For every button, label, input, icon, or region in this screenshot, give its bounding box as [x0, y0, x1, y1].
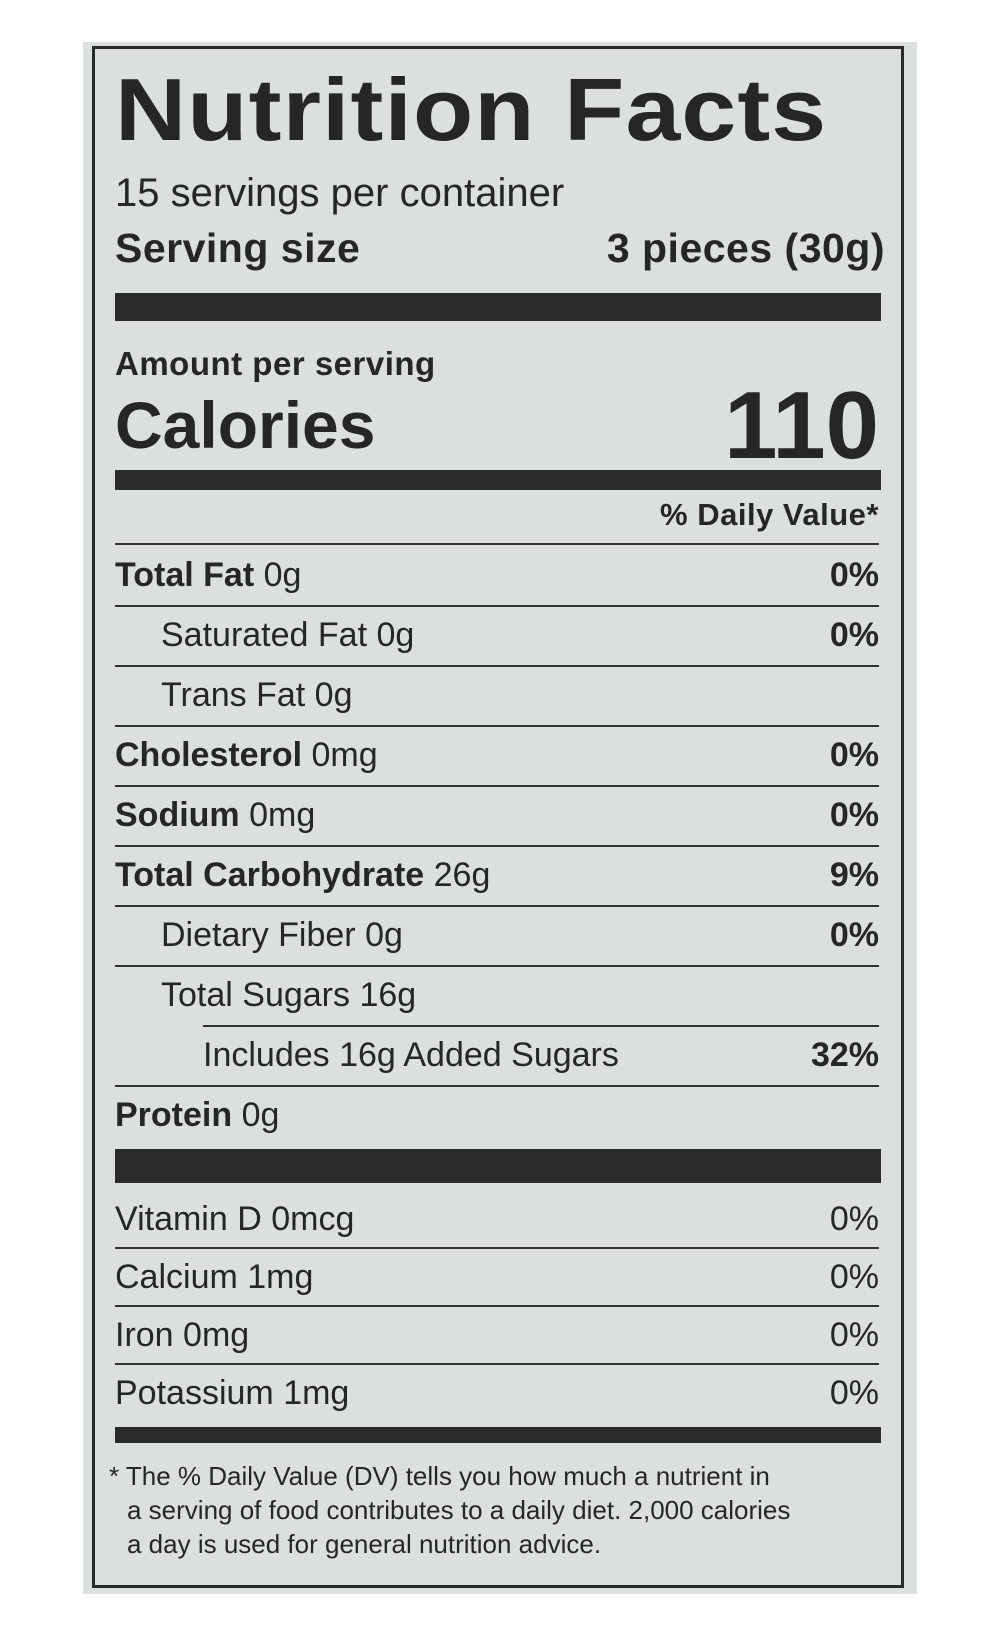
- vitamin-label: Iron: [115, 1315, 174, 1354]
- vitamin-row: Iron 0mg 0%: [115, 1305, 879, 1365]
- divider: [115, 1363, 879, 1365]
- thick-divider: [115, 293, 881, 321]
- nutrient-amount: 0g: [365, 915, 403, 954]
- nutrient-name: Dietary Fiber 0g: [115, 916, 403, 955]
- nutrient-label: Cholesterol: [115, 735, 303, 774]
- nutrient-label: Total Fat: [115, 555, 255, 594]
- divider: [115, 1247, 879, 1249]
- nutrient-daily-value: 0%: [829, 555, 879, 594]
- divider: [115, 965, 879, 967]
- nutrient-row: Cholesterol 0mg 0%: [115, 725, 879, 785]
- vitamin-name: Calcium 1mg: [115, 1258, 313, 1297]
- medium-divider: [115, 470, 881, 490]
- nutrient-row: Trans Fat 0g: [115, 665, 879, 725]
- nutrient-amount: 26g: [433, 855, 491, 894]
- nutrient-name: Trans Fat 0g: [115, 676, 353, 715]
- vitamin-name: Iron 0mg: [115, 1316, 249, 1355]
- nutrient-row: Total Carbohydrate 26g 9%: [115, 845, 879, 905]
- nutrient-amount: 0g: [376, 615, 415, 654]
- nutrient-name: Protein 0g: [115, 1096, 279, 1135]
- nutrient-daily-value: 0%: [829, 615, 879, 654]
- calories-label: Calories: [115, 388, 376, 462]
- divider: [115, 605, 879, 607]
- nutrient-amount: 0g: [314, 675, 353, 714]
- vitamin-daily-value: 0%: [829, 1199, 879, 1238]
- footnote-line: a serving of food contributes to a daily…: [127, 1495, 791, 1525]
- vitamin-name: Vitamin D 0mcg: [115, 1200, 354, 1239]
- nutrient-daily-value: 0%: [829, 735, 879, 774]
- divider: [115, 845, 879, 847]
- nutrient-daily-value: 32%: [810, 1035, 879, 1074]
- nutrient-label: Sodium: [115, 795, 240, 834]
- divider: [115, 543, 879, 545]
- vitamin-daily-value: 0%: [829, 1257, 879, 1296]
- nutrient-daily-value: 0%: [829, 795, 879, 834]
- servings-per-container: 15 servings per container: [115, 171, 565, 215]
- nutrient-name: Total Carbohydrate 26g: [115, 856, 490, 895]
- vitamin-daily-value: 0%: [829, 1373, 879, 1412]
- divider: [115, 785, 879, 787]
- footnote-line: * The % Daily Value (DV) tells you how m…: [109, 1461, 770, 1491]
- nutrient-row: Includes 16g Added Sugars 32%: [115, 1025, 879, 1085]
- nutrient-name: Total Sugars 16g: [115, 976, 416, 1015]
- vitamin-row: Potassium 1mg 0%: [115, 1363, 879, 1423]
- nutrient-name: Includes 16g Added Sugars: [115, 1036, 619, 1075]
- vitamin-amount: 1mg: [247, 1257, 314, 1296]
- nutrient-label: Total Sugars: [161, 975, 350, 1014]
- nutrient-label: Saturated Fat: [161, 615, 368, 654]
- vitamin-row: Calcium 1mg 0%: [115, 1247, 879, 1307]
- vitamin-amount: 0mcg: [271, 1199, 355, 1238]
- serving-size-value: 3 pieces (30g): [606, 225, 885, 271]
- serving-size-label: Serving size: [115, 225, 361, 271]
- nutrient-row: Protein 0g: [115, 1085, 879, 1145]
- thick-divider: [115, 1149, 881, 1183]
- amount-per-serving: Amount per serving: [115, 345, 436, 382]
- serving-size: Serving size 3 pieces (30g): [115, 225, 885, 272]
- nutrient-name: Total Fat 0g: [115, 556, 301, 595]
- divider: [115, 1085, 879, 1087]
- nutrient-amount: 0mg: [249, 795, 316, 834]
- vitamin-label: Vitamin D: [115, 1199, 262, 1238]
- nutrient-row: Dietary Fiber 0g 0%: [115, 905, 879, 965]
- divider: [203, 1025, 879, 1027]
- nutrient-row: Total Sugars 16g: [115, 965, 879, 1025]
- calories-value: 110: [724, 372, 879, 479]
- footnote-line: a day is used for general nutrition advi…: [127, 1529, 602, 1559]
- vitamin-name: Potassium 1mg: [115, 1374, 349, 1413]
- vitamin-daily-value: 0%: [829, 1315, 879, 1354]
- nutrient-name: Cholesterol 0mg: [115, 736, 378, 775]
- nutrient-label: Protein: [115, 1095, 233, 1134]
- nutrient-label: Total Carbohydrate: [115, 855, 425, 894]
- vitamin-row: Vitamin D 0mcg 0%: [115, 1189, 879, 1249]
- nutrient-daily-value: 9%: [829, 855, 879, 894]
- divider: [115, 725, 879, 727]
- nutrient-name: Saturated Fat 0g: [115, 616, 414, 655]
- nutrient-amount: 0g: [263, 555, 302, 594]
- footnote: * The % Daily Value (DV) tells you how m…: [109, 1459, 879, 1561]
- nutrient-label: Includes 16g Added Sugars: [203, 1035, 619, 1074]
- nutrient-label: Dietary Fiber: [161, 915, 356, 954]
- nutrient-amount: 0g: [241, 1095, 280, 1134]
- nutrient-amount: 16g: [359, 975, 417, 1014]
- nutrient-label: Trans Fat: [161, 675, 306, 714]
- nutrient-row: Total Fat 0g 0%: [115, 545, 879, 605]
- title: Nutrition Facts: [115, 60, 828, 159]
- nutrient-row: Sodium 0mg 0%: [115, 785, 879, 845]
- vitamin-label: Calcium: [115, 1257, 238, 1296]
- vitamin-label: Potassium: [115, 1373, 274, 1412]
- nutrient-amount: 0mg: [311, 735, 378, 774]
- divider: [115, 1305, 879, 1307]
- nutrient-daily-value: 0%: [829, 915, 879, 954]
- vitamin-amount: 1mg: [283, 1373, 350, 1412]
- nutrient-row: Saturated Fat 0g 0%: [115, 605, 879, 665]
- divider: [115, 905, 879, 907]
- nutrition-facts-panel: Nutrition Facts 15 servings per containe…: [92, 46, 904, 1588]
- medium-divider: [115, 1427, 881, 1443]
- daily-value-header: % Daily Value*: [660, 497, 879, 532]
- vitamin-amount: 0mg: [183, 1315, 250, 1354]
- nutrient-name: Sodium 0mg: [115, 796, 315, 835]
- divider: [115, 665, 879, 667]
